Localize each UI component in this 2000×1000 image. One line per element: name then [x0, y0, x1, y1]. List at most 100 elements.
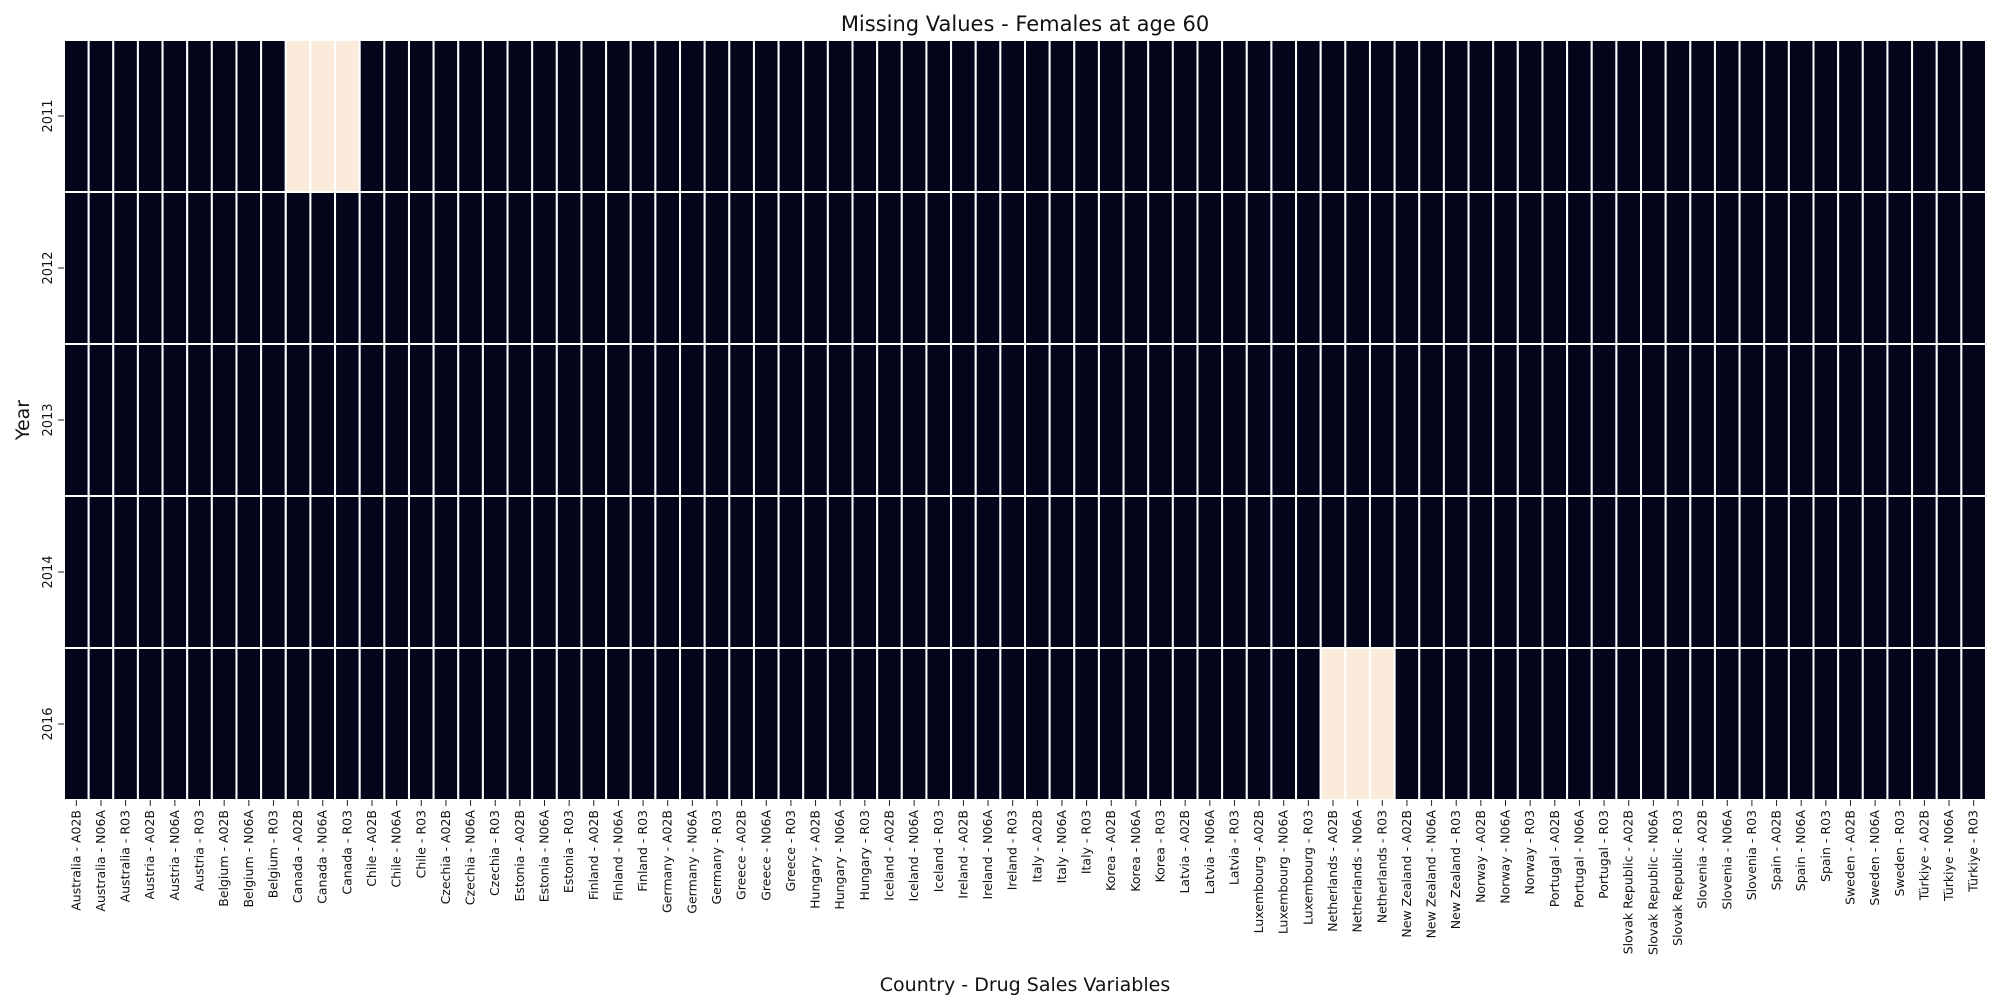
heatmap-cell [1640, 191, 1667, 345]
heatmap-cell [925, 647, 953, 801]
heatmap-cell [1393, 343, 1421, 497]
heatmap-cell [1245, 191, 1273, 345]
x-tick-label: Luxembourg - A02B [1251, 810, 1266, 933]
x-tick-label: Spain - A02B [1769, 810, 1784, 890]
heatmap-cell [1837, 191, 1864, 345]
heatmap-cell [481, 495, 509, 649]
heatmap-cell [580, 39, 608, 193]
heatmap-cell [802, 191, 829, 345]
heatmap-cell [876, 495, 903, 649]
heatmap-cell [1368, 343, 1396, 497]
heatmap-cell [826, 191, 854, 345]
x-tick-label: Spain - N06A [1793, 810, 1808, 892]
heatmap-cell [87, 39, 115, 193]
heatmap-cell [309, 495, 337, 649]
heatmap-cell [1615, 647, 1643, 801]
heatmap-cell [974, 647, 1002, 801]
heatmap-cell [1960, 647, 1988, 801]
heatmap-cell [1196, 191, 1224, 345]
heatmap-cell [555, 191, 583, 345]
x-tick-label: Hungary - N06A [832, 810, 847, 910]
heatmap-cell [186, 647, 213, 801]
heatmap-cell [1319, 647, 1347, 801]
heatmap-cell [1812, 39, 1840, 193]
heatmap-cell [284, 39, 312, 193]
heatmap-cell [900, 343, 928, 497]
heatmap-cell [358, 343, 386, 497]
heatmap-cell [851, 343, 879, 497]
heatmap-cell [235, 647, 263, 801]
heatmap-cell [1147, 191, 1174, 345]
x-tick-label: Latvia - A02B [1177, 810, 1192, 894]
heatmap-cell [1048, 191, 1076, 345]
heatmap-cell [1147, 343, 1174, 497]
heatmap-cell [383, 39, 410, 193]
heatmap-cell [1393, 495, 1421, 649]
heatmap-cell [383, 647, 410, 801]
heatmap-cell [974, 39, 1002, 193]
heatmap-cell [284, 343, 312, 497]
heatmap-cell [1221, 343, 1248, 497]
heatmap-cell [284, 647, 312, 801]
heatmap-cell [1196, 495, 1224, 649]
x-tick-label: Italy - N06A [1054, 810, 1069, 884]
heatmap-cell [186, 343, 213, 497]
heatmap-cell [1319, 191, 1347, 345]
heatmap-cell [1467, 495, 1495, 649]
heatmap-cell [383, 495, 410, 649]
heatmap-cell [1442, 191, 1470, 345]
heatmap-cell [1097, 343, 1125, 497]
heatmap-cell [260, 191, 287, 345]
heatmap-cell [1615, 343, 1643, 497]
heatmap-cell [802, 343, 829, 497]
heatmap-cell [1689, 495, 1716, 649]
heatmap-cell [1122, 495, 1150, 649]
x-tick-label: Korea - R03 [1153, 810, 1168, 883]
heatmap-cell [1886, 343, 1914, 497]
heatmap-cell [1886, 39, 1914, 193]
heatmap-cell [1886, 495, 1914, 649]
x-tick-label: New Zealand - A02B [1399, 810, 1414, 938]
x-tick-label: Germany - R03 [709, 810, 724, 905]
heatmap-cell [1960, 495, 1988, 649]
heatmap-cell [1319, 495, 1347, 649]
heatmap-cell [1245, 647, 1273, 801]
heatmap-cell [1911, 39, 1938, 193]
heatmap-cell [87, 647, 115, 801]
heatmap-cell [1344, 647, 1371, 801]
heatmap-cell [481, 191, 509, 345]
heatmap-cell [1492, 39, 1519, 193]
heatmap-cell [260, 39, 287, 193]
heatmap-cell [555, 495, 583, 649]
heatmap-cell [876, 39, 903, 193]
heatmap-cell [1886, 647, 1914, 801]
heatmap-cell [925, 39, 953, 193]
heatmap-cell [1171, 191, 1199, 345]
heatmap-cell [1295, 343, 1322, 497]
heatmap-cell [1393, 191, 1421, 345]
heatmap-cell [974, 343, 1002, 497]
heatmap-cell [87, 343, 115, 497]
heatmap-cell [1122, 191, 1150, 345]
x-tick-label: Italy - A02B [1029, 810, 1044, 883]
heatmap-cell [1516, 39, 1544, 193]
heatmap-cell [407, 39, 435, 193]
heatmap-cell [1221, 495, 1248, 649]
x-tick-label: Germany - A02B [660, 810, 675, 913]
heatmap-cell [235, 495, 263, 649]
heatmap-cell [161, 343, 189, 497]
heatmap-cell [1245, 343, 1273, 497]
heatmap-cell [1541, 343, 1569, 497]
heatmap-cell [605, 495, 632, 649]
heatmap-cell [407, 495, 435, 649]
heatmap-cell [580, 191, 608, 345]
heatmap-cell [654, 495, 682, 649]
heatmap-cell [777, 343, 805, 497]
heatmap-cell [432, 647, 460, 801]
x-tick-label: Estonia - R03 [561, 810, 576, 893]
heatmap-cell [1689, 39, 1716, 193]
x-tick-label: Slovak Republic - A02B [1621, 810, 1636, 954]
x-tick-label: Greece - R03 [783, 810, 798, 892]
heatmap-cell [481, 647, 509, 801]
heatmap-cell [900, 495, 928, 649]
